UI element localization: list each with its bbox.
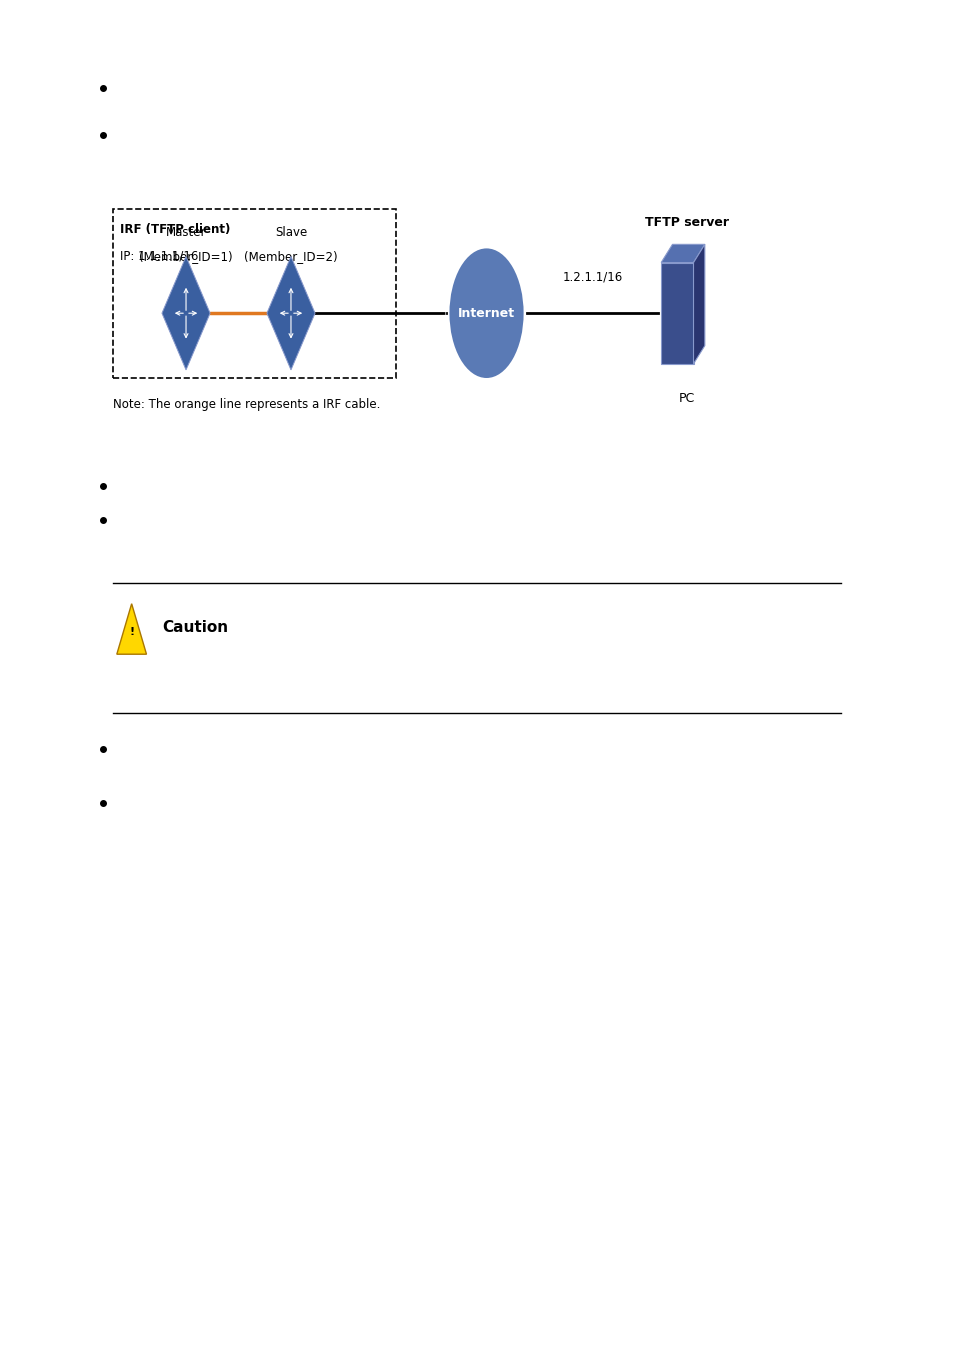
Text: (Member_ID=2): (Member_ID=2) <box>244 250 337 263</box>
Text: Slave: Slave <box>274 225 307 239</box>
Text: Note: The orange line represents a IRF cable.: Note: The orange line represents a IRF c… <box>112 398 379 412</box>
Text: IP: 1.1.1.1/16: IP: 1.1.1.1/16 <box>120 250 198 263</box>
Text: !: ! <box>129 626 134 637</box>
Text: TFTP server: TFTP server <box>644 216 728 230</box>
Ellipse shape <box>506 297 521 323</box>
Text: Internet: Internet <box>457 306 515 320</box>
Text: 1.2.1.1/16: 1.2.1.1/16 <box>562 270 622 284</box>
Polygon shape <box>267 256 314 370</box>
Polygon shape <box>660 263 693 363</box>
Ellipse shape <box>458 265 476 297</box>
Text: PC: PC <box>678 392 695 405</box>
Bar <box>112 209 395 378</box>
Text: Master: Master <box>166 225 206 239</box>
Ellipse shape <box>451 297 466 323</box>
Text: Caution: Caution <box>162 620 228 636</box>
Ellipse shape <box>496 265 514 297</box>
Ellipse shape <box>449 248 523 378</box>
Polygon shape <box>162 256 210 370</box>
Polygon shape <box>660 244 704 263</box>
Ellipse shape <box>476 250 496 284</box>
Polygon shape <box>116 603 147 655</box>
Text: IRF (TFTP client): IRF (TFTP client) <box>120 223 231 236</box>
Polygon shape <box>693 244 704 363</box>
Text: (Member_ID=1): (Member_ID=1) <box>139 250 233 263</box>
